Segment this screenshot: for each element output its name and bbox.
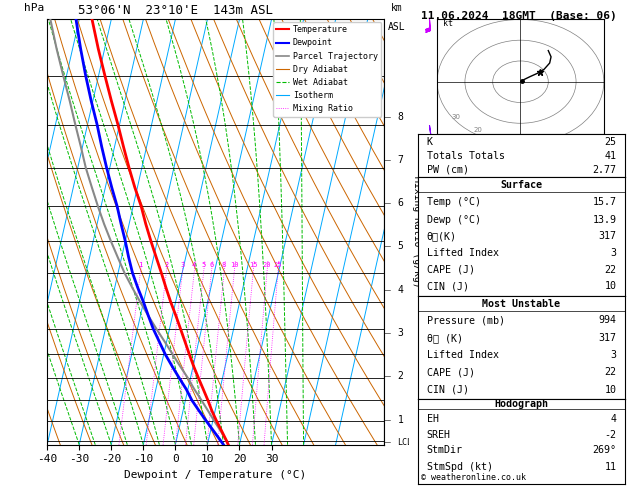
- Text: 3: 3: [181, 262, 184, 268]
- Text: Most Unstable: Most Unstable: [482, 298, 560, 309]
- Text: 3: 3: [398, 328, 403, 338]
- Text: 2: 2: [164, 262, 169, 268]
- Text: 8: 8: [398, 112, 403, 122]
- Text: SREH: SREH: [426, 430, 450, 440]
- Text: K: K: [426, 138, 433, 147]
- Text: © weatheronline.co.uk: © weatheronline.co.uk: [421, 473, 526, 482]
- Text: θᴇ (K): θᴇ (K): [426, 333, 462, 343]
- Text: 22: 22: [604, 367, 616, 378]
- Title: 53°06'N  23°10'E  143m ASL: 53°06'N 23°10'E 143m ASL: [77, 4, 272, 17]
- Text: 5: 5: [398, 242, 403, 251]
- Text: Lifted Index: Lifted Index: [426, 248, 499, 258]
- Text: 11: 11: [604, 462, 616, 471]
- Text: 15.7: 15.7: [593, 197, 616, 208]
- Text: 4: 4: [398, 284, 403, 295]
- Text: Temp (°C): Temp (°C): [426, 197, 481, 208]
- Text: kt: kt: [443, 18, 453, 28]
- Text: 317: 317: [598, 231, 616, 242]
- X-axis label: Dewpoint / Temperature (°C): Dewpoint / Temperature (°C): [125, 470, 306, 480]
- Text: 1: 1: [398, 415, 403, 425]
- Text: 15: 15: [249, 262, 257, 268]
- Text: 22: 22: [604, 265, 616, 275]
- Text: ASL: ASL: [387, 21, 405, 32]
- Text: 269°: 269°: [593, 445, 616, 455]
- Text: 10: 10: [604, 281, 616, 291]
- Text: Pressure (mb): Pressure (mb): [426, 315, 504, 326]
- Text: Surface: Surface: [501, 179, 542, 190]
- Text: Mixing Ratio (g/kg): Mixing Ratio (g/kg): [412, 176, 421, 288]
- Text: 13.9: 13.9: [593, 215, 616, 225]
- Text: 2: 2: [398, 371, 403, 381]
- Text: Dewp (°C): Dewp (°C): [426, 215, 481, 225]
- Text: 4: 4: [610, 414, 616, 424]
- Text: 994: 994: [598, 315, 616, 326]
- Text: 3: 3: [610, 350, 616, 360]
- Text: Hodograph: Hodograph: [494, 399, 548, 409]
- Text: 10: 10: [604, 385, 616, 395]
- Text: 6: 6: [398, 198, 403, 208]
- Text: -2: -2: [604, 430, 616, 440]
- Text: 25: 25: [604, 138, 616, 147]
- Text: 8: 8: [222, 262, 226, 268]
- Text: 20: 20: [263, 262, 271, 268]
- Text: PW (cm): PW (cm): [426, 165, 469, 174]
- Text: CAPE (J): CAPE (J): [426, 265, 474, 275]
- Text: km: km: [391, 3, 402, 13]
- Text: 30: 30: [451, 114, 460, 120]
- Text: 3: 3: [610, 248, 616, 258]
- Text: 4: 4: [192, 262, 196, 268]
- Text: CIN (J): CIN (J): [426, 281, 469, 291]
- Text: 2.77: 2.77: [593, 165, 616, 174]
- Text: 41: 41: [604, 151, 616, 160]
- Text: EH: EH: [426, 414, 438, 424]
- Text: hPa: hPa: [23, 3, 44, 13]
- Legend: Temperature, Dewpoint, Parcel Trajectory, Dry Adiabat, Wet Adiabat, Isotherm, Mi: Temperature, Dewpoint, Parcel Trajectory…: [273, 22, 381, 117]
- Text: 25: 25: [274, 262, 282, 268]
- Text: StmSpd (kt): StmSpd (kt): [426, 462, 493, 471]
- Text: 7: 7: [398, 156, 403, 165]
- Text: 11.06.2024  18GMT  (Base: 06): 11.06.2024 18GMT (Base: 06): [421, 11, 617, 21]
- Text: Lifted Index: Lifted Index: [426, 350, 499, 360]
- Text: CAPE (J): CAPE (J): [426, 367, 474, 378]
- Text: 10: 10: [230, 262, 238, 268]
- Text: StmDir: StmDir: [426, 445, 462, 455]
- Text: LCL: LCL: [398, 437, 413, 447]
- Text: 1: 1: [138, 262, 142, 268]
- Text: 5: 5: [201, 262, 206, 268]
- Text: 20: 20: [473, 126, 482, 133]
- Text: 317: 317: [598, 333, 616, 343]
- Text: Totals Totals: Totals Totals: [426, 151, 504, 160]
- Text: CIN (J): CIN (J): [426, 385, 469, 395]
- Text: 6: 6: [209, 262, 213, 268]
- Text: θᴇ(K): θᴇ(K): [426, 231, 457, 242]
